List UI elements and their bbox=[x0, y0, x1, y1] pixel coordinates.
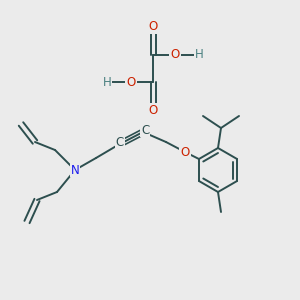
Text: H: H bbox=[103, 76, 111, 88]
Text: H: H bbox=[195, 49, 203, 62]
Text: O: O bbox=[126, 76, 136, 88]
Text: O: O bbox=[180, 146, 190, 158]
Text: N: N bbox=[70, 164, 80, 176]
Text: O: O bbox=[148, 20, 158, 34]
Text: C: C bbox=[141, 124, 149, 136]
Text: O: O bbox=[148, 103, 158, 116]
Text: C: C bbox=[116, 136, 124, 149]
Text: O: O bbox=[170, 49, 180, 62]
